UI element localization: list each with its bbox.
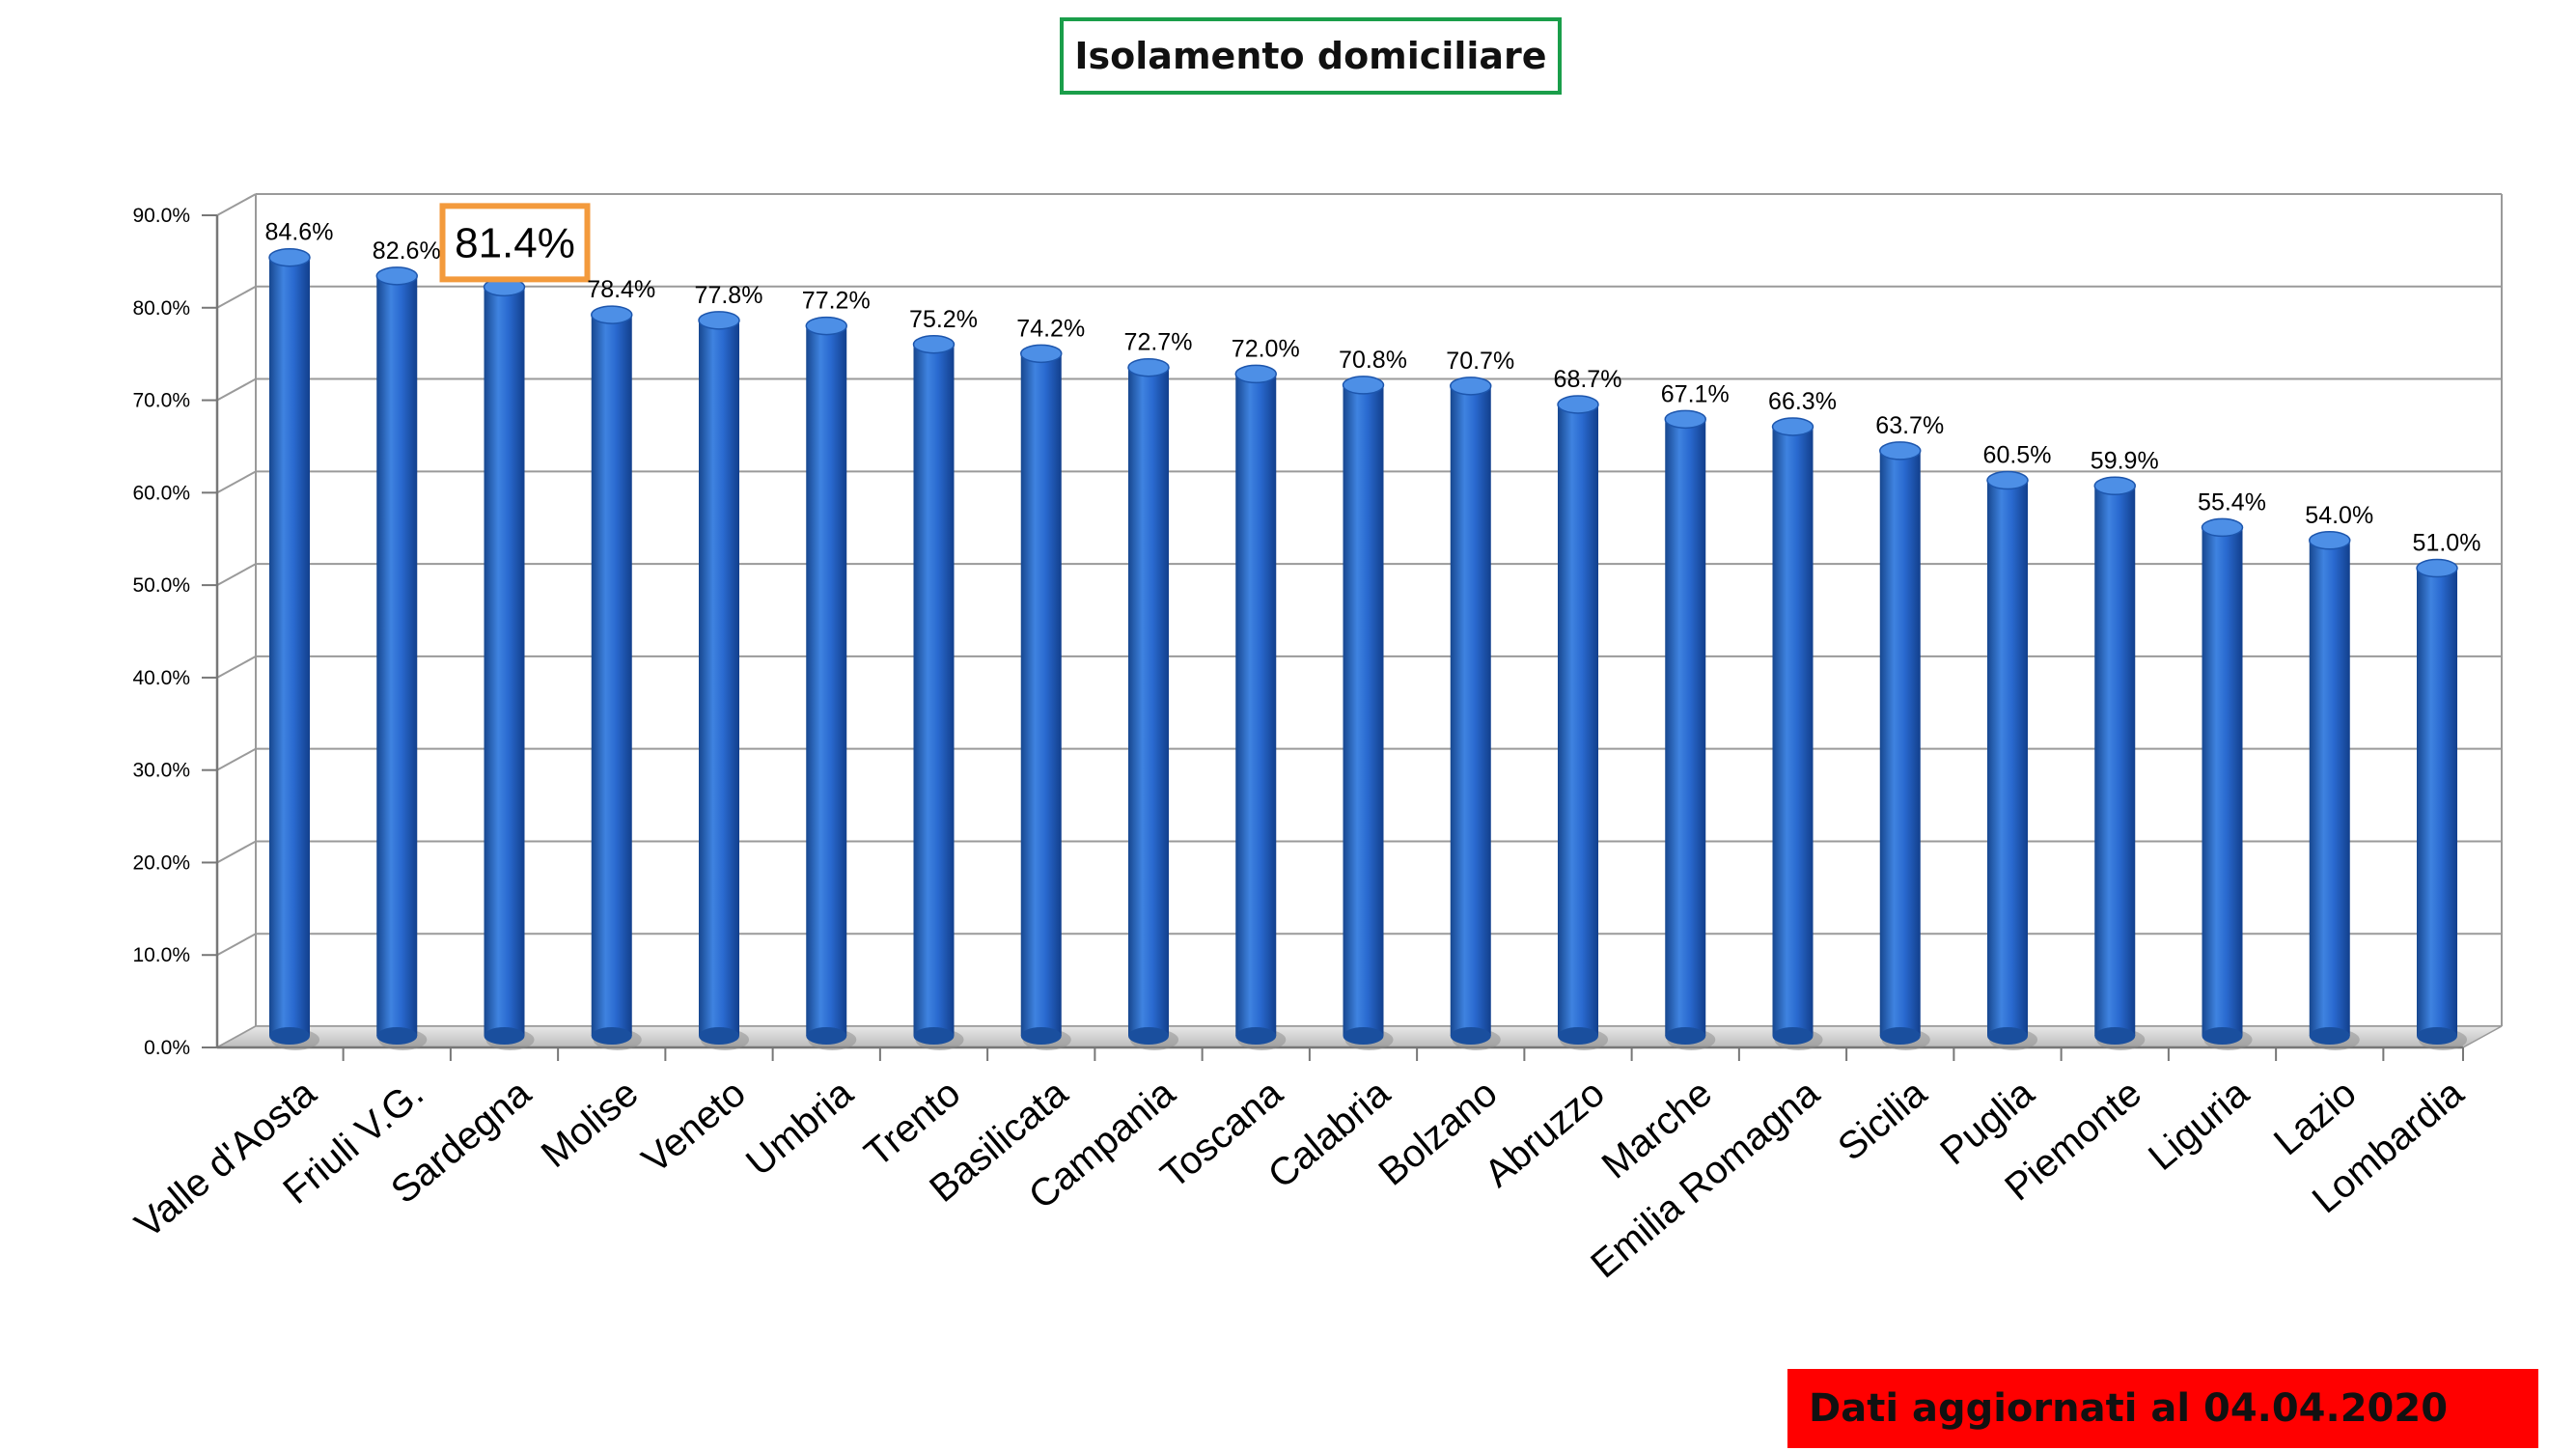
grid-diagonal [216, 656, 257, 679]
bar [2309, 531, 2360, 1050]
bar [912, 335, 964, 1050]
grid-diagonal [216, 193, 257, 216]
bar [1557, 395, 1608, 1050]
data-label: 72.7% [1124, 329, 1193, 356]
x-category-label: Bolzano [1371, 1072, 1506, 1194]
y-tick-label: 60.0% [132, 482, 190, 504]
bar [1879, 441, 1930, 1050]
data-label: 67.1% [1661, 380, 1730, 407]
data-label: 68.7% [1554, 366, 1622, 393]
x-category-label: Valle d'Aosta [127, 1072, 324, 1247]
update-date-banner: Dati aggiornati al 04.04.2020 [1787, 1369, 2538, 1448]
bar [2201, 517, 2253, 1050]
data-label: 63.7% [1875, 412, 1944, 439]
y-tick-label: 20.0% [132, 851, 190, 874]
data-label: 54.0% [2305, 502, 2373, 529]
data-label-highlighted: 81.4% [455, 219, 575, 266]
data-label: 51.0% [2413, 530, 2481, 557]
bar [1986, 470, 2037, 1050]
bar [1664, 409, 1716, 1050]
y-tick-label: 80.0% [132, 297, 190, 320]
data-label: 82.6% [373, 237, 441, 265]
grid-diagonal [216, 840, 257, 864]
data-label: 66.3% [1768, 388, 1837, 415]
grid-diagonal [216, 563, 257, 586]
data-label: 72.0% [1232, 335, 1300, 362]
bar [2093, 476, 2146, 1050]
x-category-label: Calabria [1260, 1072, 1399, 1197]
bar [1450, 377, 1501, 1050]
chart-title: Isolamento domiciliare [1060, 17, 1562, 95]
x-category-label: Toscana [1153, 1072, 1291, 1197]
y-tick-label: 40.0% [132, 667, 190, 689]
highlight-box [439, 203, 591, 283]
x-category-label: Molise [534, 1072, 647, 1176]
grid-diagonal [216, 285, 257, 309]
data-label: 77.2% [802, 288, 871, 315]
bar [1127, 357, 1178, 1050]
data-label: 78.4% [587, 276, 655, 303]
data-label: 60.5% [1983, 442, 2052, 469]
axes: 0.0% 10.0% 20.0% 30.0% 40.0% 50.0% 60.0% 70.0% 8… [132, 205, 2464, 1061]
data-label: 70.8% [1339, 347, 1407, 374]
bar [375, 266, 428, 1050]
data-label: 59.9% [2091, 447, 2159, 474]
data-label: 55.4% [2198, 488, 2266, 516]
y-tick-label: 30.0% [132, 760, 190, 782]
bar [1771, 417, 1823, 1050]
x-category-label: Sicilia [1830, 1072, 1935, 1169]
data-label: 70.7% [1446, 348, 1514, 375]
y-tick-label: 50.0% [132, 574, 190, 597]
x-category-label: Umbria [738, 1072, 862, 1185]
bar [698, 311, 749, 1050]
bar [805, 316, 857, 1050]
grid-diagonal [216, 747, 257, 771]
bar [1342, 376, 1394, 1050]
bar [591, 305, 642, 1050]
grid-diagonal [216, 377, 257, 402]
grid-diagonal [216, 470, 257, 494]
bar [483, 277, 535, 1050]
x-category-label: Abruzzo [1477, 1072, 1613, 1195]
data-label: 77.8% [695, 282, 763, 309]
data-label: 74.2% [1016, 315, 1085, 342]
data-label: 75.2% [909, 306, 978, 333]
bar [1234, 364, 1287, 1050]
y-tick-label: 0.0% [144, 1037, 190, 1059]
x-category-label: Liguria [2141, 1072, 2257, 1179]
data-labels: 84.6% 82.6% 81.4% 78.4% 77.8% 77.2% 75.2% 74.2%… [265, 203, 2481, 557]
bar [1020, 344, 1071, 1050]
grid-diagonal [216, 933, 257, 957]
x-category-label: Lazio [2266, 1072, 2365, 1163]
data-label: 84.6% [265, 219, 334, 246]
y-tick-label: 10.0% [132, 944, 190, 966]
x-category-label: Veneto [634, 1072, 754, 1182]
bar [2416, 558, 2467, 1050]
bars [268, 247, 2467, 1050]
y-tick-label: 90.0% [132, 205, 190, 227]
bar [268, 247, 319, 1050]
y-tick-label: 70.0% [132, 390, 190, 412]
